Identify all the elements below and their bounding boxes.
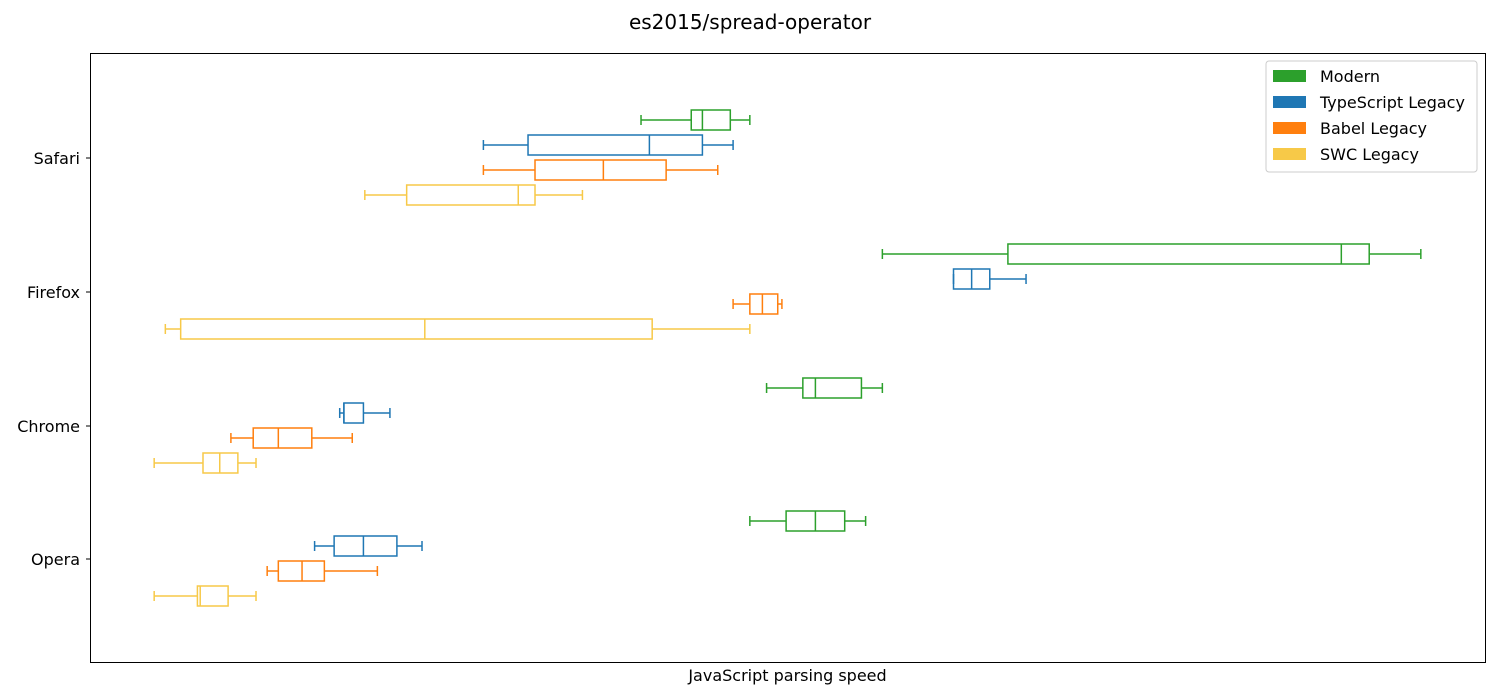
legend-swatch bbox=[1273, 70, 1306, 82]
iqr-box bbox=[802, 377, 863, 399]
legend-label: Babel Legacy bbox=[1320, 119, 1427, 138]
legend-swatch bbox=[1273, 122, 1306, 134]
iqr-box bbox=[252, 427, 313, 449]
series-swc-legacy bbox=[153, 184, 751, 607]
iqr-box bbox=[405, 184, 536, 206]
series-babel-legacy bbox=[230, 159, 783, 582]
box-series-group bbox=[153, 109, 1422, 607]
legend-label: SWC Legacy bbox=[1320, 145, 1419, 164]
legend-swatch bbox=[1273, 148, 1306, 160]
y-tick-label: Chrome bbox=[17, 417, 80, 436]
iqr-box bbox=[179, 318, 653, 340]
iqr-box bbox=[527, 134, 704, 156]
iqr-box bbox=[534, 159, 667, 181]
plot-frame bbox=[90, 53, 1486, 663]
legend-label: Modern bbox=[1320, 67, 1380, 86]
legend: Modern TypeScript Legacy Babel Legacy SWC L… bbox=[1265, 60, 1478, 173]
legend-frame bbox=[1265, 60, 1478, 173]
iqr-box bbox=[1007, 243, 1370, 265]
y-tick-label: Safari bbox=[34, 149, 80, 168]
y-axis: Safari Firefox Chrome Opera bbox=[17, 149, 90, 569]
legend-label: TypeScript Legacy bbox=[1319, 93, 1465, 112]
series-typescript-legacy bbox=[313, 134, 1027, 557]
iqr-box bbox=[690, 109, 732, 131]
y-tick-label: Opera bbox=[31, 550, 80, 569]
chart-title: es2015/spread-operator bbox=[628, 10, 872, 34]
x-axis-label: JavaScript parsing speed bbox=[688, 666, 887, 685]
legend-swatch bbox=[1273, 96, 1306, 108]
iqr-box bbox=[196, 585, 229, 607]
iqr-box bbox=[749, 293, 779, 315]
iqr-box bbox=[333, 535, 398, 557]
series-modern bbox=[640, 109, 1422, 532]
iqr-box bbox=[343, 402, 365, 424]
y-tick-label: Firefox bbox=[27, 283, 80, 302]
